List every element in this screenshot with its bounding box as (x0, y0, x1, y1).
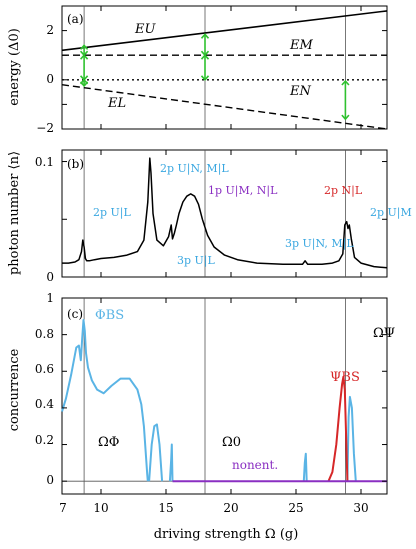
panel-c-xlabel: driving strength Ω (g) (154, 527, 299, 542)
transition-arrow-head-up (200, 33, 210, 39)
panel-b-frame (61, 149, 388, 278)
label-omega-0: Ω0 (222, 435, 241, 450)
panel-b-curve (62, 150, 388, 277)
panel-c-ylabel: concurrence (7, 348, 22, 431)
panel-b-ytick-0.1: 0.1 (35, 155, 54, 169)
photon-number-line (62, 157, 388, 269)
panel-c-ytick-0.6: 0.6 (35, 362, 54, 376)
ann-2p-NL: 2p N|L (324, 184, 363, 198)
panel-a: (a) energy (Δ0) 2 0 −2 EU EM EN EL (7, 5, 388, 135)
panel-c-ytick-0.8: 0.8 (35, 327, 54, 341)
xtick-15: 15 (158, 501, 173, 515)
transition-arrow-4 (200, 53, 210, 82)
label-EN: EN (289, 84, 311, 99)
label-EL: EL (107, 96, 126, 111)
panel-c-ytick-1: 1 (46, 291, 54, 305)
transition-arrow-5 (341, 79, 350, 121)
label-nonent: nonent. (232, 458, 278, 472)
ann-2p-UM: 2p U|M (370, 206, 412, 220)
panel-b-ylabel: photon number ⟨n⟩ (7, 151, 22, 275)
transition-arrow-head-down (200, 75, 210, 82)
ann-3p-UL: 3p U|L (177, 254, 216, 268)
concurrence-series-0-segment-0 (61, 319, 149, 482)
transition-arrow-3 (200, 33, 210, 57)
panel-b: (b) photon number ⟨n⟩ 0.1 0 2p U|L 2p U|… (7, 149, 412, 284)
level-line-EU (61, 10, 388, 52)
panel-c-ytick-0.4: 0.4 (35, 397, 54, 411)
tick-marks (61, 5, 387, 494)
transition-arrow-2 (79, 78, 89, 88)
panel-b-tag: (b) (67, 157, 84, 171)
label-EU: EU (134, 22, 156, 37)
transition-arrow-head-up (79, 53, 89, 60)
panel-a-tag: (a) (67, 12, 84, 26)
transition-arrow-head-up (341, 79, 350, 86)
ann-2p-UN-ML: 2p U|N, M|L (160, 162, 229, 176)
panel-c-ytick-0: 0 (46, 473, 54, 487)
label-omega-phi: ΩΦ (98, 435, 119, 450)
concurrence-series-0-segment-3 (302, 452, 308, 482)
transition-arrow-head-down (79, 81, 89, 88)
panel-a-frame (61, 5, 388, 130)
panel-c-curves (61, 298, 387, 494)
concurrence-series-0-segment-1 (148, 423, 164, 482)
label-psiBS: ΨBS (330, 370, 360, 385)
panel-a-ytick-2: 2 (46, 23, 54, 37)
label-phiBS: ΦBS (95, 308, 124, 323)
ann-1p-UM-NL: 1p U|M, N|L (208, 184, 278, 198)
panel-c-tag: (c) (67, 307, 83, 321)
ann-3p-UN-ML: 3p U|N, M|L (285, 237, 354, 251)
xtick-7: 7 (59, 501, 67, 515)
concurrence-series-1-segment-0 (327, 375, 349, 482)
panel-a-ylabel: energy (Δ0) (7, 28, 22, 106)
panel-c-frame (61, 297, 388, 495)
panel-a-ytick-0: 0 (46, 72, 54, 86)
label-EM: EM (289, 38, 313, 53)
xtick-30: 30 (353, 501, 368, 515)
panel-a-ytick-neg2: −2 (36, 121, 54, 135)
panel-b-ytick-0: 0 (46, 270, 54, 284)
label-omega-psi: ΩΨ (373, 326, 395, 341)
panel-c-ytick-0.2: 0.2 (35, 433, 54, 447)
concurrence-series-0-segment-4 (346, 395, 357, 482)
panel-c: (c) concurrence 1 0.8 0.6 0.4 0.2 0 7 10… (7, 291, 395, 542)
concurrence-series-0-segment-2 (168, 443, 174, 482)
transition-arrow-1 (79, 53, 89, 82)
ann-2p-UL: 2p U|L (93, 206, 132, 220)
xtick-20: 20 (223, 501, 238, 515)
panel-a-transition-arrows (79, 33, 350, 121)
xtick-25: 25 (288, 501, 303, 515)
transition-arrow-head-up (79, 44, 89, 50)
transition-arrow-head-up (200, 53, 210, 60)
transition-arrow-head-down (341, 114, 350, 121)
xtick-10: 10 (93, 501, 108, 515)
